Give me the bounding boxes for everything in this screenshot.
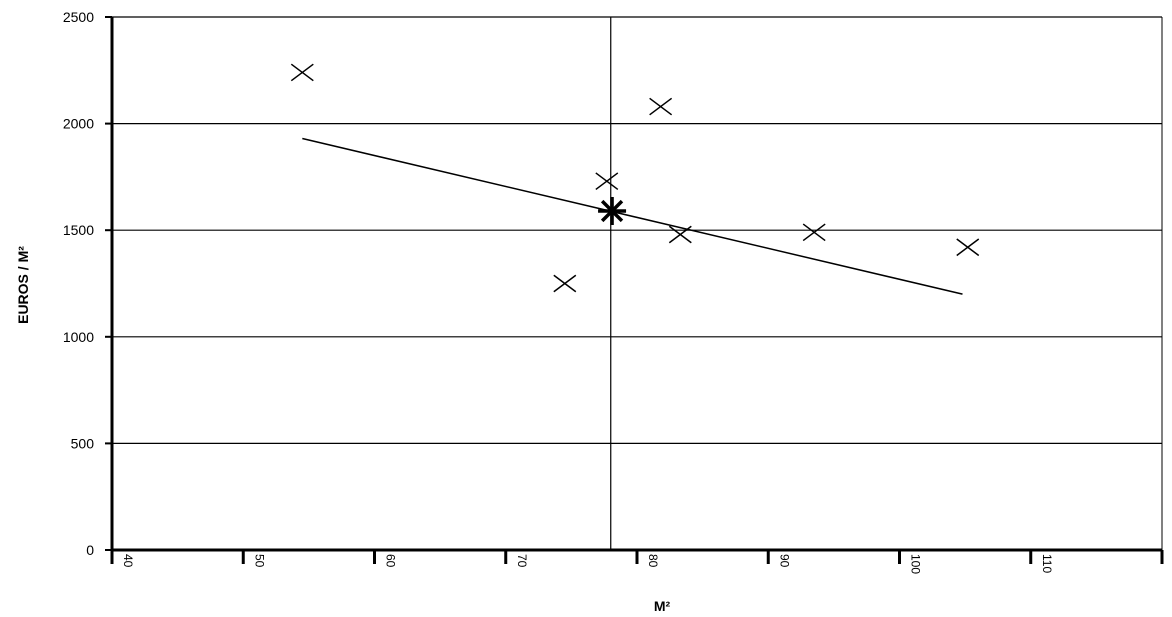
data-points (290, 63, 980, 293)
data-point-x (290, 63, 314, 82)
y-tick-label: 2000 (63, 116, 94, 132)
x-marker-stroke (956, 238, 980, 257)
axes (105, 16, 1164, 564)
x-marker-stroke (290, 63, 314, 82)
x-tick-label: 80 (646, 554, 660, 568)
data-point-x (649, 97, 673, 116)
data-point-x (956, 238, 980, 257)
x-tick-label: 70 (515, 554, 529, 568)
y-tick-label: 0 (86, 542, 94, 558)
y-tick-label: 2500 (63, 9, 94, 25)
y-tick-labels: 0 500 1000 1500 2000 2500 (63, 9, 94, 558)
x-marker-stroke (553, 274, 577, 293)
y-axis-title: EUROS / M² (15, 246, 31, 324)
x-tick-label: 60 (384, 554, 398, 568)
x-marker-stroke (802, 223, 826, 242)
grid-lines (112, 16, 1163, 550)
asterisk-marker-stroke (600, 199, 624, 223)
x-tick-label: 40 (121, 554, 135, 568)
trendline (302, 137, 963, 295)
data-point-x (802, 223, 826, 242)
x-axis-title: M² (654, 598, 671, 614)
x-marker-stroke (595, 172, 619, 191)
data-point-x (553, 274, 577, 293)
x-marker-stroke (668, 225, 692, 244)
x-tick-labels: 405060708090100110120 (121, 554, 1172, 574)
x-tick-label: 90 (777, 554, 791, 568)
x-marker-stroke (649, 97, 673, 116)
trendline-group (302, 137, 963, 295)
y-tick-label: 500 (71, 435, 95, 451)
x-tick-label: 50 (252, 554, 266, 568)
x-tick-label: 110 (1040, 554, 1054, 573)
data-point-x (668, 225, 692, 244)
data-point-x (595, 172, 619, 191)
data-point-asterisk (598, 197, 627, 226)
y-tick-label: 1500 (63, 222, 94, 238)
x-tick-label: 100 (909, 554, 923, 574)
y-tick-label: 1000 (63, 329, 94, 345)
